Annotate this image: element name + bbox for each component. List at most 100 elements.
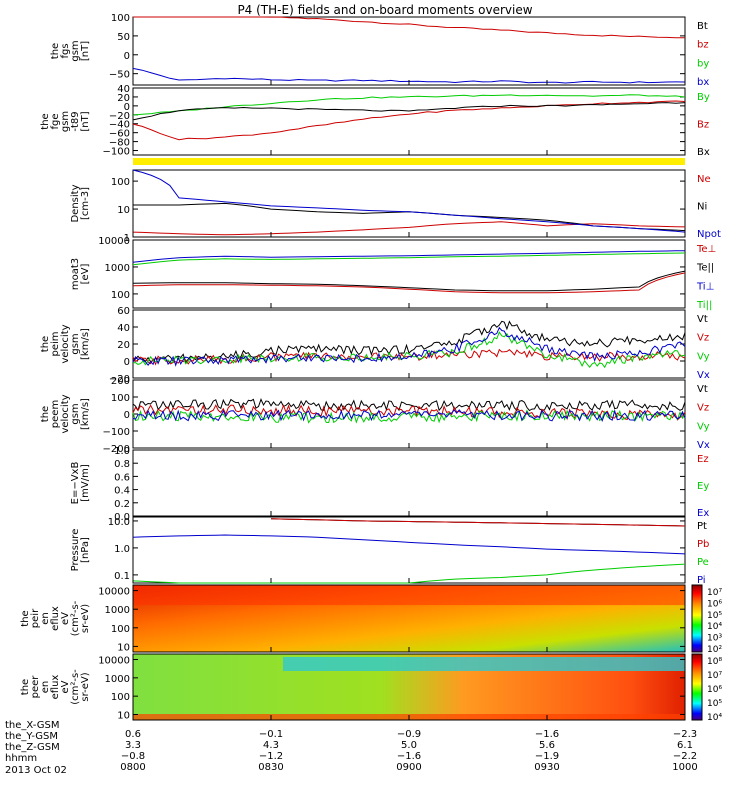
electron-spectrogram-band bbox=[283, 657, 685, 671]
y-axis-label: eflux bbox=[50, 606, 61, 631]
y-axis-label: peir bbox=[30, 608, 41, 628]
y-tick-label: 50 bbox=[117, 32, 130, 43]
legend-label: Vy bbox=[697, 421, 710, 432]
y-coord-label: 4.3 bbox=[263, 740, 279, 751]
time-label: 0800 bbox=[120, 762, 145, 773]
y-tick-label: 0.2 bbox=[114, 499, 130, 510]
y-axis-label: -t89 bbox=[70, 111, 81, 131]
y-tick-label: 10000 bbox=[98, 587, 130, 598]
legend-label: Bt bbox=[697, 21, 708, 32]
y-axis-label: gsm bbox=[70, 40, 81, 61]
colorbar-tick-label: 10⁸ bbox=[707, 657, 722, 667]
y-axis-label: peim bbox=[50, 331, 61, 356]
colorbar bbox=[691, 653, 703, 721]
y-axis-label: en bbox=[40, 612, 51, 625]
time-label: 0830 bbox=[258, 762, 283, 773]
y-coord-label: 5.6 bbox=[539, 740, 555, 751]
y-tick-label: −200 bbox=[103, 444, 130, 455]
legend-label: Ey bbox=[697, 481, 709, 492]
colorbar-tick-label: 10⁷ bbox=[707, 671, 722, 681]
x-coord-label: −0.9 bbox=[397, 729, 421, 740]
series-line-Pi bbox=[132, 534, 686, 555]
series-line-Te|| bbox=[132, 270, 686, 292]
y-tick-label: 10000 bbox=[98, 236, 130, 247]
y-axis-label: fge bbox=[50, 113, 61, 129]
y-tick-label: −20 bbox=[109, 111, 130, 122]
legend-label: Pe bbox=[697, 557, 709, 568]
series-line-Ti|| bbox=[132, 252, 686, 266]
series-line-Bx bbox=[132, 102, 686, 121]
series-line-Npot bbox=[132, 169, 686, 233]
legend-label: Vt bbox=[697, 384, 708, 395]
status-bar bbox=[133, 158, 685, 165]
y-tick-label: 0 bbox=[124, 357, 130, 368]
series-line-Ti⊥ bbox=[132, 250, 686, 263]
y-axis-label: (cm²-s- bbox=[70, 669, 81, 705]
legend-label: Pi bbox=[697, 575, 706, 586]
y-tick-label: 1000 bbox=[105, 674, 130, 685]
panel-frame bbox=[132, 516, 686, 584]
legend-label: Ne bbox=[697, 174, 711, 185]
xaxis-row-label-z: the_Z-GSM bbox=[5, 742, 60, 753]
y-tick-label: 0 bbox=[124, 102, 130, 113]
xaxis-row-label-hhmm: hhmm bbox=[5, 753, 37, 764]
legend-label: Vx bbox=[697, 370, 710, 381]
y-axis-label: [km/s] bbox=[80, 328, 91, 360]
y-axis-label: gsm bbox=[70, 333, 81, 354]
y-axis-label: the bbox=[20, 610, 31, 626]
y-axis-label: peer bbox=[30, 675, 41, 699]
time-label: 0900 bbox=[396, 762, 421, 773]
y-coord-label: 6.1 bbox=[677, 740, 693, 751]
x-coord-label: 0.6 bbox=[125, 729, 141, 740]
y-axis-label: velocity bbox=[60, 324, 71, 363]
legend-label: Te|| bbox=[696, 263, 714, 274]
y-tick-label: 10000 bbox=[98, 656, 130, 667]
y-tick-label: 100 bbox=[111, 13, 130, 24]
y-tick-label: −100 bbox=[103, 147, 130, 158]
legend-label: Bx bbox=[697, 147, 710, 158]
y-axis-label: [nT] bbox=[80, 41, 91, 61]
y-axis-label: the bbox=[40, 336, 51, 352]
y-tick-label: 0.1 bbox=[114, 571, 130, 582]
z-coord-label: −1.6 bbox=[397, 751, 421, 762]
series-line-Vt bbox=[132, 398, 686, 412]
z-coord-label: −1.2 bbox=[259, 751, 283, 762]
legend-label: Npot bbox=[697, 229, 721, 240]
colorbar bbox=[691, 584, 703, 653]
y-axis-label: Pressure bbox=[70, 529, 81, 572]
y-tick-label: 100 bbox=[111, 692, 130, 703]
legend-label: Ni bbox=[697, 202, 707, 213]
y-tick-label: 40 bbox=[117, 323, 130, 334]
series-line-Vy bbox=[132, 409, 686, 424]
ion-spectrogram-top bbox=[133, 585, 685, 606]
y-tick-label: −60 bbox=[109, 129, 130, 140]
y-tick-label: 0 bbox=[124, 410, 130, 421]
y-tick-label: 100 bbox=[111, 624, 130, 635]
panel-frame bbox=[132, 449, 686, 517]
panel-frame bbox=[132, 309, 686, 379]
legend-label: Bz bbox=[697, 120, 709, 131]
colorbar-tick-label: 10² bbox=[707, 645, 722, 655]
legend-label: Vx bbox=[697, 440, 710, 451]
colorbar-tick-label: 10⁴ bbox=[707, 713, 722, 723]
y-tick-label: 0.8 bbox=[114, 459, 130, 470]
series-line-Te⊥ bbox=[132, 272, 686, 294]
y-coord-label: 5.0 bbox=[401, 740, 417, 751]
y-tick-label: 10 bbox=[117, 205, 130, 216]
series-line-Vx bbox=[132, 326, 686, 367]
y-tick-label: 100 bbox=[111, 177, 130, 188]
y-tick-label: −50 bbox=[109, 70, 130, 81]
y-coord-label: 3.3 bbox=[125, 740, 141, 751]
chart-title: P4 (TH-E) fields and on-board moments ov… bbox=[237, 3, 532, 17]
z-coord-label: −2.2 bbox=[673, 751, 697, 762]
y-axis-label: velocity bbox=[60, 394, 71, 433]
y-axis-label: en bbox=[40, 681, 51, 694]
x-coord-label: −2.3 bbox=[673, 729, 697, 740]
colorbar-tick-label: 10⁵ bbox=[707, 699, 722, 709]
y-tick-label: −80 bbox=[109, 138, 130, 149]
z-coord-label: −0.8 bbox=[121, 751, 145, 762]
legend-label: Ez bbox=[697, 454, 709, 465]
y-tick-label: 100 bbox=[111, 393, 130, 404]
xaxis-row-label-y: the_Y-GSM bbox=[5, 731, 58, 742]
